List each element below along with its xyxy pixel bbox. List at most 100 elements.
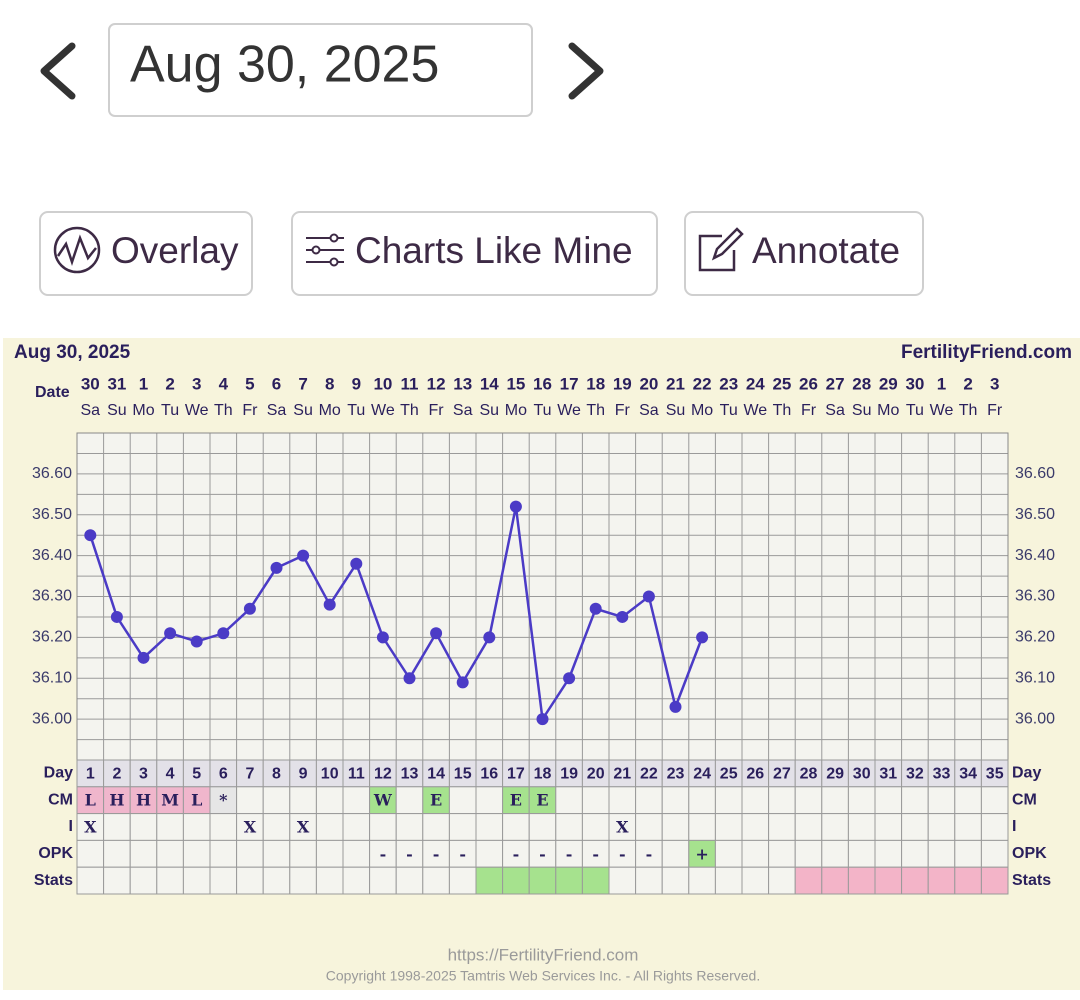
date-number: 31: [107, 374, 126, 393]
categories-entry: 8: [272, 766, 281, 783]
date-number: 14: [480, 374, 499, 393]
weekday: Th: [400, 402, 419, 419]
footer-url: https://FertilityFriend.com: [448, 945, 639, 964]
next-arrow[interactable]: [568, 42, 604, 100]
overlay-icon: [53, 226, 101, 274]
table-cell: [688, 813, 716, 841]
weekday: Th: [959, 402, 978, 419]
weekday: Tu: [720, 402, 738, 419]
table-cell: [209, 759, 238, 788]
date-input[interactable]: [108, 23, 533, 117]
cm-entry: L: [191, 791, 202, 810]
table-cell: [927, 786, 956, 815]
temperature-point: [456, 676, 469, 689]
date-number: 21: [666, 374, 685, 393]
table-cell: [794, 866, 823, 895]
table-cell: [209, 866, 238, 895]
weekday: Sa: [825, 402, 845, 419]
table-cell: [688, 866, 716, 895]
table-cell: [768, 786, 796, 815]
site-name: FertilityFriend.com: [901, 342, 1072, 363]
table-cell: [475, 786, 504, 815]
temperature-point: [84, 529, 97, 542]
weekday: Fr: [242, 402, 258, 419]
table-cell: [262, 786, 291, 815]
categories-entry: 25: [720, 766, 738, 783]
table-cell: [289, 813, 317, 841]
categories-entry: 2: [112, 766, 121, 783]
date-number: 20: [639, 374, 658, 393]
date-number: 2: [963, 374, 972, 393]
annotate-icon: [698, 234, 736, 272]
table-cell: [315, 813, 344, 841]
charts-like-mine-button[interactable]: Charts Like Mine: [291, 211, 658, 296]
cm-entry: E: [536, 791, 548, 810]
date-number: 5: [245, 374, 254, 393]
overlay-button[interactable]: Overlay: [39, 211, 253, 296]
table-cell: [289, 759, 317, 788]
categories-entry: 12: [374, 766, 392, 783]
table-cell: [315, 866, 344, 895]
table-cell: [635, 813, 663, 841]
opk-entry: -: [433, 844, 440, 863]
date-number: 18: [586, 374, 605, 393]
categories-entry: 3: [139, 766, 148, 783]
table-cell: [927, 759, 956, 788]
date-number: 30: [905, 374, 924, 393]
categories-entry: 11: [348, 766, 365, 783]
table-cell: [874, 786, 903, 815]
table-cell: [581, 839, 610, 868]
table-cell: [236, 786, 264, 815]
date-number: 1: [139, 374, 148, 393]
prev-arrow[interactable]: [40, 42, 76, 100]
table-cell: [980, 839, 1009, 868]
weekday: Th: [773, 402, 792, 419]
date-number: 27: [826, 374, 845, 393]
weekday: Tu: [906, 402, 924, 419]
table-cell: [901, 759, 929, 788]
temperature-point: [642, 590, 655, 603]
row-label-right: CM: [1012, 791, 1037, 808]
weekday: Mo: [877, 402, 899, 419]
opk-entry: -: [459, 844, 466, 863]
table-cell: [980, 759, 1009, 788]
table-cell: [422, 786, 450, 815]
table-cell: [236, 839, 264, 868]
row-label-right: Day: [1012, 765, 1041, 782]
table-cell: [901, 839, 929, 868]
table-cell: [156, 839, 184, 868]
table-cell: [315, 786, 344, 815]
table-cell: [369, 866, 397, 895]
weekday: Tu: [347, 402, 365, 419]
categories-entry: 9: [299, 766, 308, 783]
y-tick-label: 36.60: [32, 465, 72, 482]
table-cell: [103, 839, 131, 868]
weekday: Su: [107, 402, 127, 419]
opk-entry: -: [619, 844, 626, 863]
table-cell: [528, 839, 557, 868]
table-cell: [502, 813, 530, 841]
table-cell: [874, 813, 903, 841]
table-cell: [209, 839, 238, 868]
table-cell: [954, 866, 982, 895]
table-cell: [794, 813, 823, 841]
cm-entry: M: [161, 791, 179, 810]
table-cell: [528, 813, 557, 841]
table-cell: [422, 866, 450, 895]
annotate-button[interactable]: Annotate: [684, 211, 924, 296]
table-cell: [954, 813, 982, 841]
date-label: Date: [35, 384, 70, 401]
date-number: 25: [772, 374, 791, 393]
cm-entry: W: [373, 791, 393, 810]
cm-entry: H: [136, 791, 151, 810]
table-cell: [608, 866, 637, 895]
temperature-point: [509, 500, 522, 513]
y-tick-label-right: 36.10: [1015, 669, 1055, 686]
weekday: We: [371, 402, 395, 419]
opk-entry: -: [380, 844, 387, 863]
categories-entry: 6: [219, 766, 228, 783]
table-cell: [156, 866, 184, 895]
y-tick-label: 36.00: [32, 710, 72, 727]
table-cell: [342, 866, 371, 895]
table-cell: [262, 839, 291, 868]
